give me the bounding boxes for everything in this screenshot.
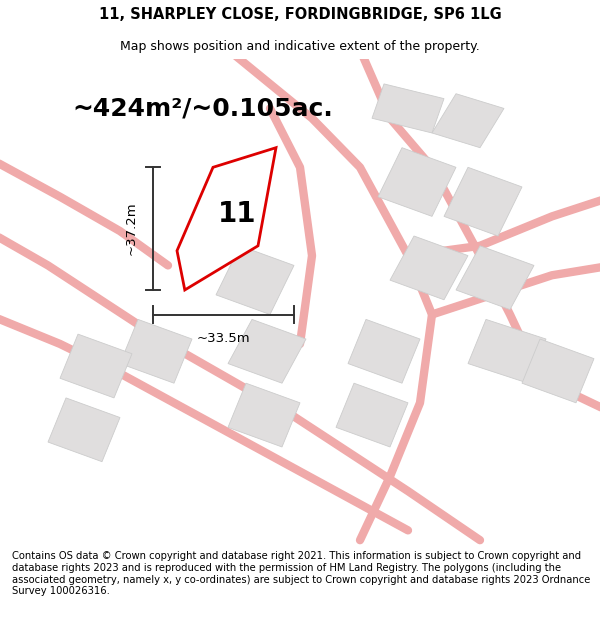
Polygon shape xyxy=(48,398,120,462)
Text: ~37.2m: ~37.2m xyxy=(125,202,138,256)
Text: 11, SHARPLEY CLOSE, FORDINGBRIDGE, SP6 1LG: 11, SHARPLEY CLOSE, FORDINGBRIDGE, SP6 1… xyxy=(98,8,502,22)
Text: ~424m²/~0.105ac.: ~424m²/~0.105ac. xyxy=(72,96,333,121)
Polygon shape xyxy=(456,246,534,309)
Polygon shape xyxy=(522,339,594,402)
Polygon shape xyxy=(177,148,276,290)
Polygon shape xyxy=(120,319,192,383)
Text: 11: 11 xyxy=(218,200,256,228)
Polygon shape xyxy=(348,319,420,383)
Polygon shape xyxy=(336,383,408,447)
Polygon shape xyxy=(378,148,456,216)
Polygon shape xyxy=(444,168,522,236)
Text: ~33.5m: ~33.5m xyxy=(197,332,250,344)
Polygon shape xyxy=(216,246,294,314)
Text: Map shows position and indicative extent of the property.: Map shows position and indicative extent… xyxy=(120,40,480,52)
Polygon shape xyxy=(228,383,300,447)
Polygon shape xyxy=(432,94,504,148)
Text: Contains OS data © Crown copyright and database right 2021. This information is : Contains OS data © Crown copyright and d… xyxy=(12,551,590,596)
Polygon shape xyxy=(468,319,546,383)
Polygon shape xyxy=(60,334,132,398)
Polygon shape xyxy=(372,84,444,133)
Polygon shape xyxy=(228,319,306,383)
Polygon shape xyxy=(390,236,468,300)
